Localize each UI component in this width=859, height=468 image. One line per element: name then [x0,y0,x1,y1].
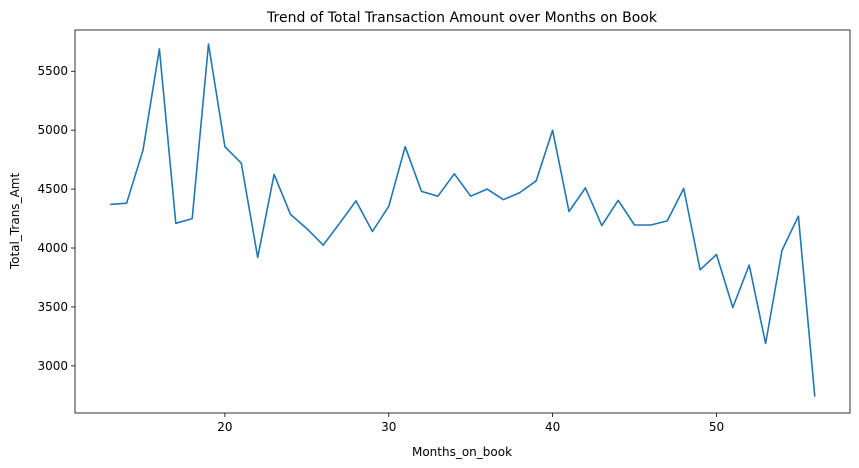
chart-title: Trend of Total Transaction Amount over M… [266,10,658,26]
x-axis-label: Months_on_book [412,445,512,459]
y-axis-label: Total_Trans_Amt [8,173,22,271]
y-tick-label: 4500 [37,182,68,196]
plot-frame [74,29,851,414]
y-tick-label: 3000 [37,359,68,373]
x-tick-label: 20 [217,420,232,434]
y-tick-label: 3500 [37,300,68,314]
x-tick-label: 40 [545,420,560,434]
y-tick-label: 5500 [37,64,68,78]
x-tick-label: 50 [709,420,724,434]
y-tick-label: 5000 [37,123,68,137]
plot-area [110,43,816,397]
y-axis-ticks: 3000 3500 4000 4500 5000 5500 [37,64,75,373]
y-tick-label: 4000 [37,241,68,255]
x-axis-ticks: 20 30 40 50 [217,413,724,434]
x-tick-label: 30 [381,420,396,434]
series-line [110,43,816,397]
